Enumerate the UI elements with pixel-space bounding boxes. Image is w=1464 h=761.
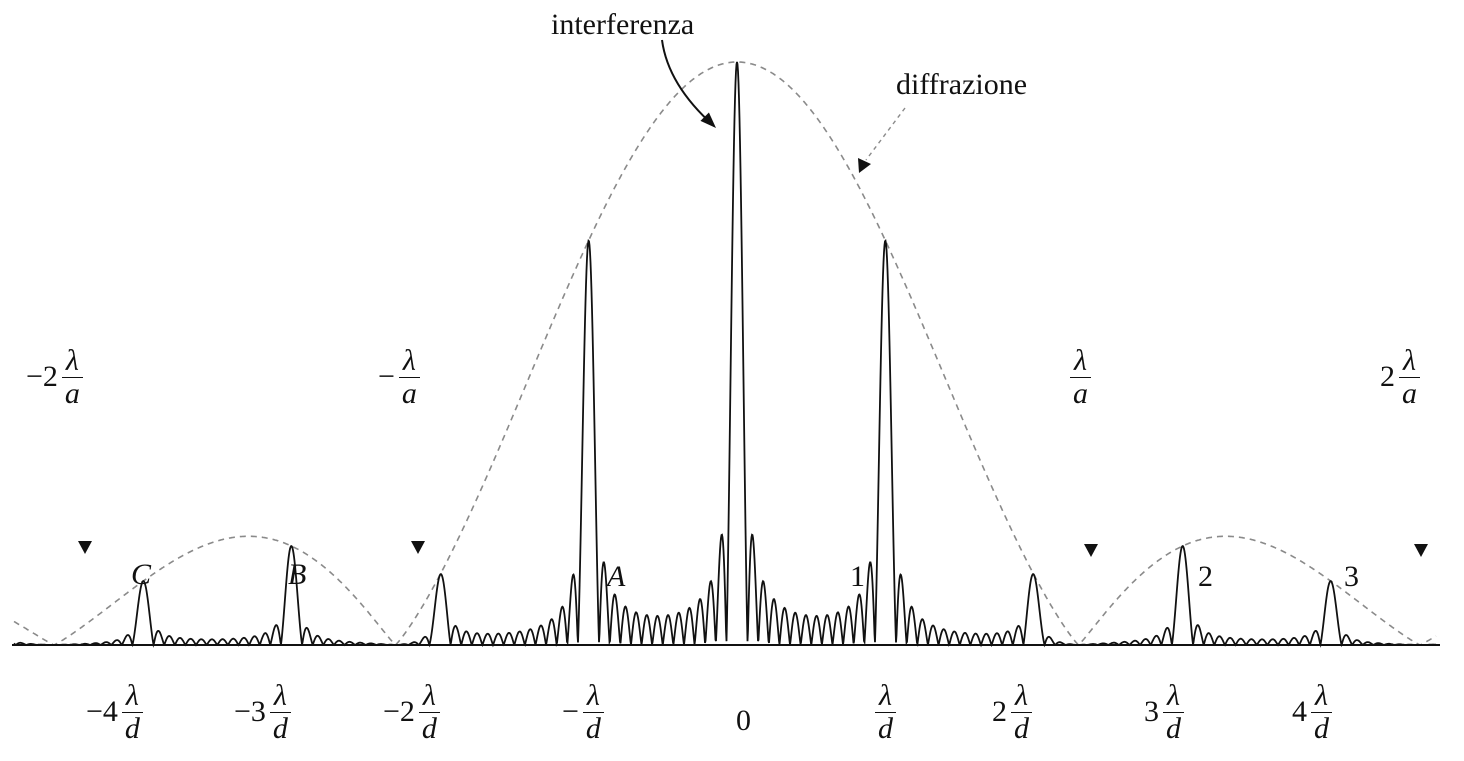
- denominator-d: d: [878, 711, 893, 745]
- coefficient: 3: [1144, 695, 1159, 728]
- diffraction-envelope: [13, 61, 1437, 646]
- denominator-a: a: [1073, 376, 1088, 410]
- numerator-lambda: λ: [273, 679, 287, 712]
- numerator-lambda: λ: [1015, 679, 1028, 712]
- point-b-label: B: [288, 558, 307, 591]
- numerator-lambda: λ: [1403, 344, 1416, 377]
- diffraction-label: diffrazione: [896, 68, 1028, 101]
- coefficient: −2: [26, 360, 58, 393]
- denominator-a: a: [401, 376, 417, 410]
- point-a-label: A: [607, 560, 626, 593]
- numerator-lambda: λ: [125, 679, 139, 712]
- denominator-a: a: [64, 376, 80, 410]
- order-3-label: 3: [1344, 560, 1359, 593]
- annotation-arrows: [661, 39, 906, 173]
- interference-pattern: [13, 61, 1437, 648]
- coefficient: −: [378, 360, 395, 393]
- order-2-label: 2: [1198, 560, 1213, 593]
- numerator-lambda: λ: [1315, 679, 1328, 712]
- point-c-label: C: [131, 558, 152, 591]
- numerator-lambda: λ: [422, 679, 436, 712]
- coefficient: −3: [234, 695, 266, 728]
- coefficient: 2: [992, 695, 1007, 728]
- coefficient: −4: [86, 695, 118, 728]
- numerator-lambda: λ: [879, 679, 892, 712]
- denominator-d: d: [1014, 711, 1029, 745]
- denominator-d: d: [1314, 711, 1329, 745]
- denominator-d: d: [272, 711, 288, 745]
- numerator-lambda: λ: [65, 344, 79, 377]
- diffraction-minimum-marker: [78, 541, 92, 554]
- coefficient: 4: [1292, 695, 1307, 728]
- coefficient: −: [562, 695, 579, 728]
- coefficient: 2: [1380, 360, 1395, 393]
- denominator-d: d: [421, 711, 437, 745]
- denominator-a: a: [1402, 376, 1417, 410]
- numerator-lambda: λ: [402, 344, 416, 377]
- intensity-curve: [13, 61, 1437, 648]
- numerator-lambda: λ: [1167, 679, 1180, 712]
- denominator-d: d: [124, 711, 140, 745]
- interference-label: interferenza: [551, 8, 695, 41]
- diffraction-pointer-line: [865, 107, 906, 161]
- interference-arrow: [661, 39, 715, 127]
- diffraction-envelope-curve: [13, 61, 1437, 646]
- coefficient: −2: [383, 695, 415, 728]
- origin-label: 0: [736, 704, 751, 737]
- interference-arrow-head: [700, 112, 716, 128]
- diffraction-minimum-marker: [1084, 544, 1098, 557]
- diffraction-arrow-head: [858, 158, 871, 173]
- denominator-d: d: [1166, 711, 1181, 745]
- denominator-d: d: [585, 711, 601, 745]
- numerator-lambda: λ: [1074, 344, 1087, 377]
- numerator-lambda: λ: [586, 679, 600, 712]
- order-1-label: 1: [850, 560, 865, 593]
- diffraction-minimum-marker: [411, 541, 425, 554]
- diffraction-minimum-marker: [1414, 544, 1428, 557]
